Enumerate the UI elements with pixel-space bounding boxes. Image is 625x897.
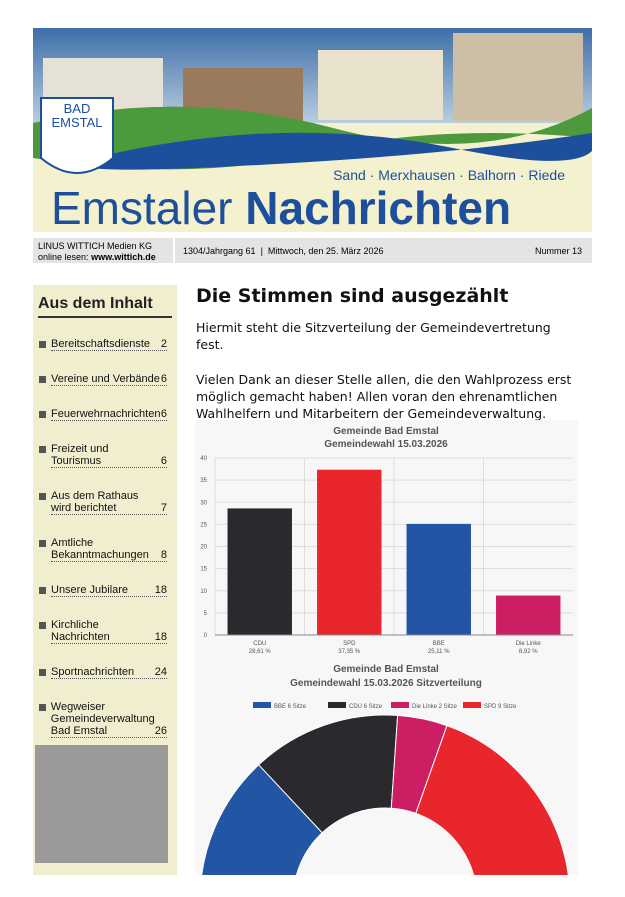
y-tick-label: 30 <box>200 500 207 506</box>
places: Sand · Merxhausen · Balhorn · Riede <box>333 167 565 183</box>
legend-label: Die Linke 2 Sitze <box>412 704 458 710</box>
paragraph: Hiermit steht die Sitzverteilung der Gem… <box>196 320 551 352</box>
toc-item[interactable]: Wegweiser Gemeindeverwaltung Bad Emstal 26 <box>39 701 167 738</box>
value-label: 28,61 % <box>249 649 272 655</box>
toc-item[interactable]: Amtliche Bekanntmachungen 8 <box>39 537 167 562</box>
toc-label: Bekanntmachungen <box>51 549 149 561</box>
bullet <box>39 540 46 547</box>
toc-item[interactable]: Vereine und Verbände 6 <box>39 373 167 386</box>
toc-item[interactable]: Aus dem Rathaus wird berichtet 7 <box>39 490 167 515</box>
infobar: LINUS WITTICH Medien KG online lesen: www… <box>33 238 592 263</box>
title: Emstaler Nachrichten <box>51 182 511 232</box>
toc-page: 18 <box>154 584 167 596</box>
value-label: 8,92 % <box>519 649 538 655</box>
bar <box>496 595 561 635</box>
toc-item[interactable]: Freizeit und Tourismus 6 <box>39 443 167 468</box>
logo-text: EMSTAL <box>51 115 102 130</box>
publisher: LINUS WITTICH Medien KG <box>38 241 153 251</box>
bar <box>227 508 292 635</box>
toc-item[interactable]: Feuerwehrnachrichten 6 <box>39 408 167 421</box>
chart-title: Gemeinde Bad Emstal <box>333 426 439 437</box>
paragraph: Vielen Dank an dieser Stelle allen, die … <box>196 372 572 421</box>
toc-page: 6 <box>160 373 167 385</box>
toc-item[interactable]: Sportnachrichten 24 <box>39 666 167 679</box>
bullet <box>39 376 46 383</box>
toc-page: 6 <box>160 455 167 467</box>
x-tick-label: BBE <box>433 641 445 647</box>
number: Nummer 13 <box>534 246 582 256</box>
toc-label: Wegweiser <box>50 701 106 713</box>
toc-label: Bad Emstal <box>50 725 108 737</box>
y-tick-label: 15 <box>200 567 207 573</box>
toc-item[interactable]: Kirchliche Nachrichten 18 <box>39 619 167 644</box>
y-tick-label: 5 <box>204 611 208 617</box>
legend-label: CDU 6 Sitze <box>349 704 383 710</box>
toc-label: Freizeit und Tourismus <box>51 443 109 467</box>
toc-label: Nachrichten <box>51 631 110 643</box>
chart-subtitle: Gemeindewahl 15.03.2026 Sitzverteilung <box>290 678 482 689</box>
y-tick-label: 20 <box>200 545 207 551</box>
toc-label: Gemeindeverwaltung <box>50 713 155 725</box>
toc-label: Feuerwehrnachrichten <box>51 408 161 420</box>
bullet <box>39 411 46 418</box>
toc-item[interactable]: Unsere Jubilare 18 <box>39 584 167 597</box>
toc-page: 8 <box>160 549 167 561</box>
bullet <box>39 704 46 711</box>
legend-swatch <box>391 702 409 708</box>
toc-item[interactable]: Bereitschaftsdienste 2 <box>39 338 167 351</box>
chart-subtitle: Gemeindewahl 15.03.2026 <box>324 439 448 450</box>
toc-label: Amtliche <box>51 537 94 549</box>
issue: 1304/Jahrgang 61 | Mittwoch, den 25. Mär… <box>183 246 384 256</box>
bar <box>406 523 471 635</box>
legend-swatch <box>253 702 271 708</box>
toc-label: Sportnachrichten <box>51 666 135 678</box>
bullet <box>39 493 46 500</box>
value-label: 37,35 % <box>338 649 361 655</box>
x-tick-label: Die Linke <box>516 641 542 647</box>
legend-swatch <box>463 702 481 708</box>
toc-label: Aus dem Rathaus <box>51 490 139 502</box>
toc-label: Unsere Jubilare <box>51 584 129 596</box>
url[interactable]: www.wittich.de <box>91 252 156 262</box>
toc-page: 7 <box>160 502 167 514</box>
chart-title: Gemeinde Bad Emstal <box>333 664 439 675</box>
toc-page: 2 <box>160 338 167 350</box>
y-tick-label: 40 <box>200 456 207 462</box>
toc-label: wird berichtet <box>51 502 117 514</box>
bullet <box>39 341 46 348</box>
sidebar-title: Aus dem Inhalt <box>38 295 172 318</box>
toc-page: 6 <box>160 408 167 420</box>
y-tick-label: 0 <box>204 633 208 639</box>
bullet <box>39 587 46 594</box>
toc-page: 18 <box>154 631 167 643</box>
bar <box>317 469 382 635</box>
bullet <box>39 622 46 629</box>
masthead: BAD EMSTAL Sand · Merxhausen · Balhorn ·… <box>33 28 592 232</box>
y-tick-label: 10 <box>200 589 207 595</box>
toc-label: Vereine und Verbände <box>51 373 160 385</box>
photo <box>35 745 168 863</box>
charts: Gemeinde Bad Emstal Gemeindewahl 15.03.20… <box>195 420 578 875</box>
legend-label: BBE 6 Sitze <box>274 704 307 710</box>
article: Die Stimmen sind ausgezählt Hiermit steh… <box>196 285 581 440</box>
toc-label: Kirchliche <box>51 619 99 631</box>
article-title: Die Stimmen sind ausgezählt <box>196 285 509 307</box>
y-tick-label: 25 <box>200 522 207 528</box>
toc-label: Bereitschaftsdienste <box>51 338 151 350</box>
y-tick-label: 35 <box>200 478 207 484</box>
logo-text: BAD <box>64 101 91 116</box>
donut-segment <box>415 725 569 875</box>
legend-swatch <box>328 702 346 708</box>
toc-page: 24 <box>154 666 167 678</box>
bullet <box>39 446 46 453</box>
sidebar: Aus dem Inhalt Bereitschaftsdienste 2 Vere… <box>33 285 177 875</box>
toc-page: 26 <box>154 725 167 737</box>
value-label: 25,11 % <box>428 649 450 655</box>
x-tick-label: CDU <box>253 641 266 647</box>
x-tick-label: SPD <box>343 641 356 647</box>
online: online lesen: <box>38 252 89 262</box>
legend-label: SPD 9 Sitze <box>484 704 517 710</box>
bullet <box>39 669 46 676</box>
